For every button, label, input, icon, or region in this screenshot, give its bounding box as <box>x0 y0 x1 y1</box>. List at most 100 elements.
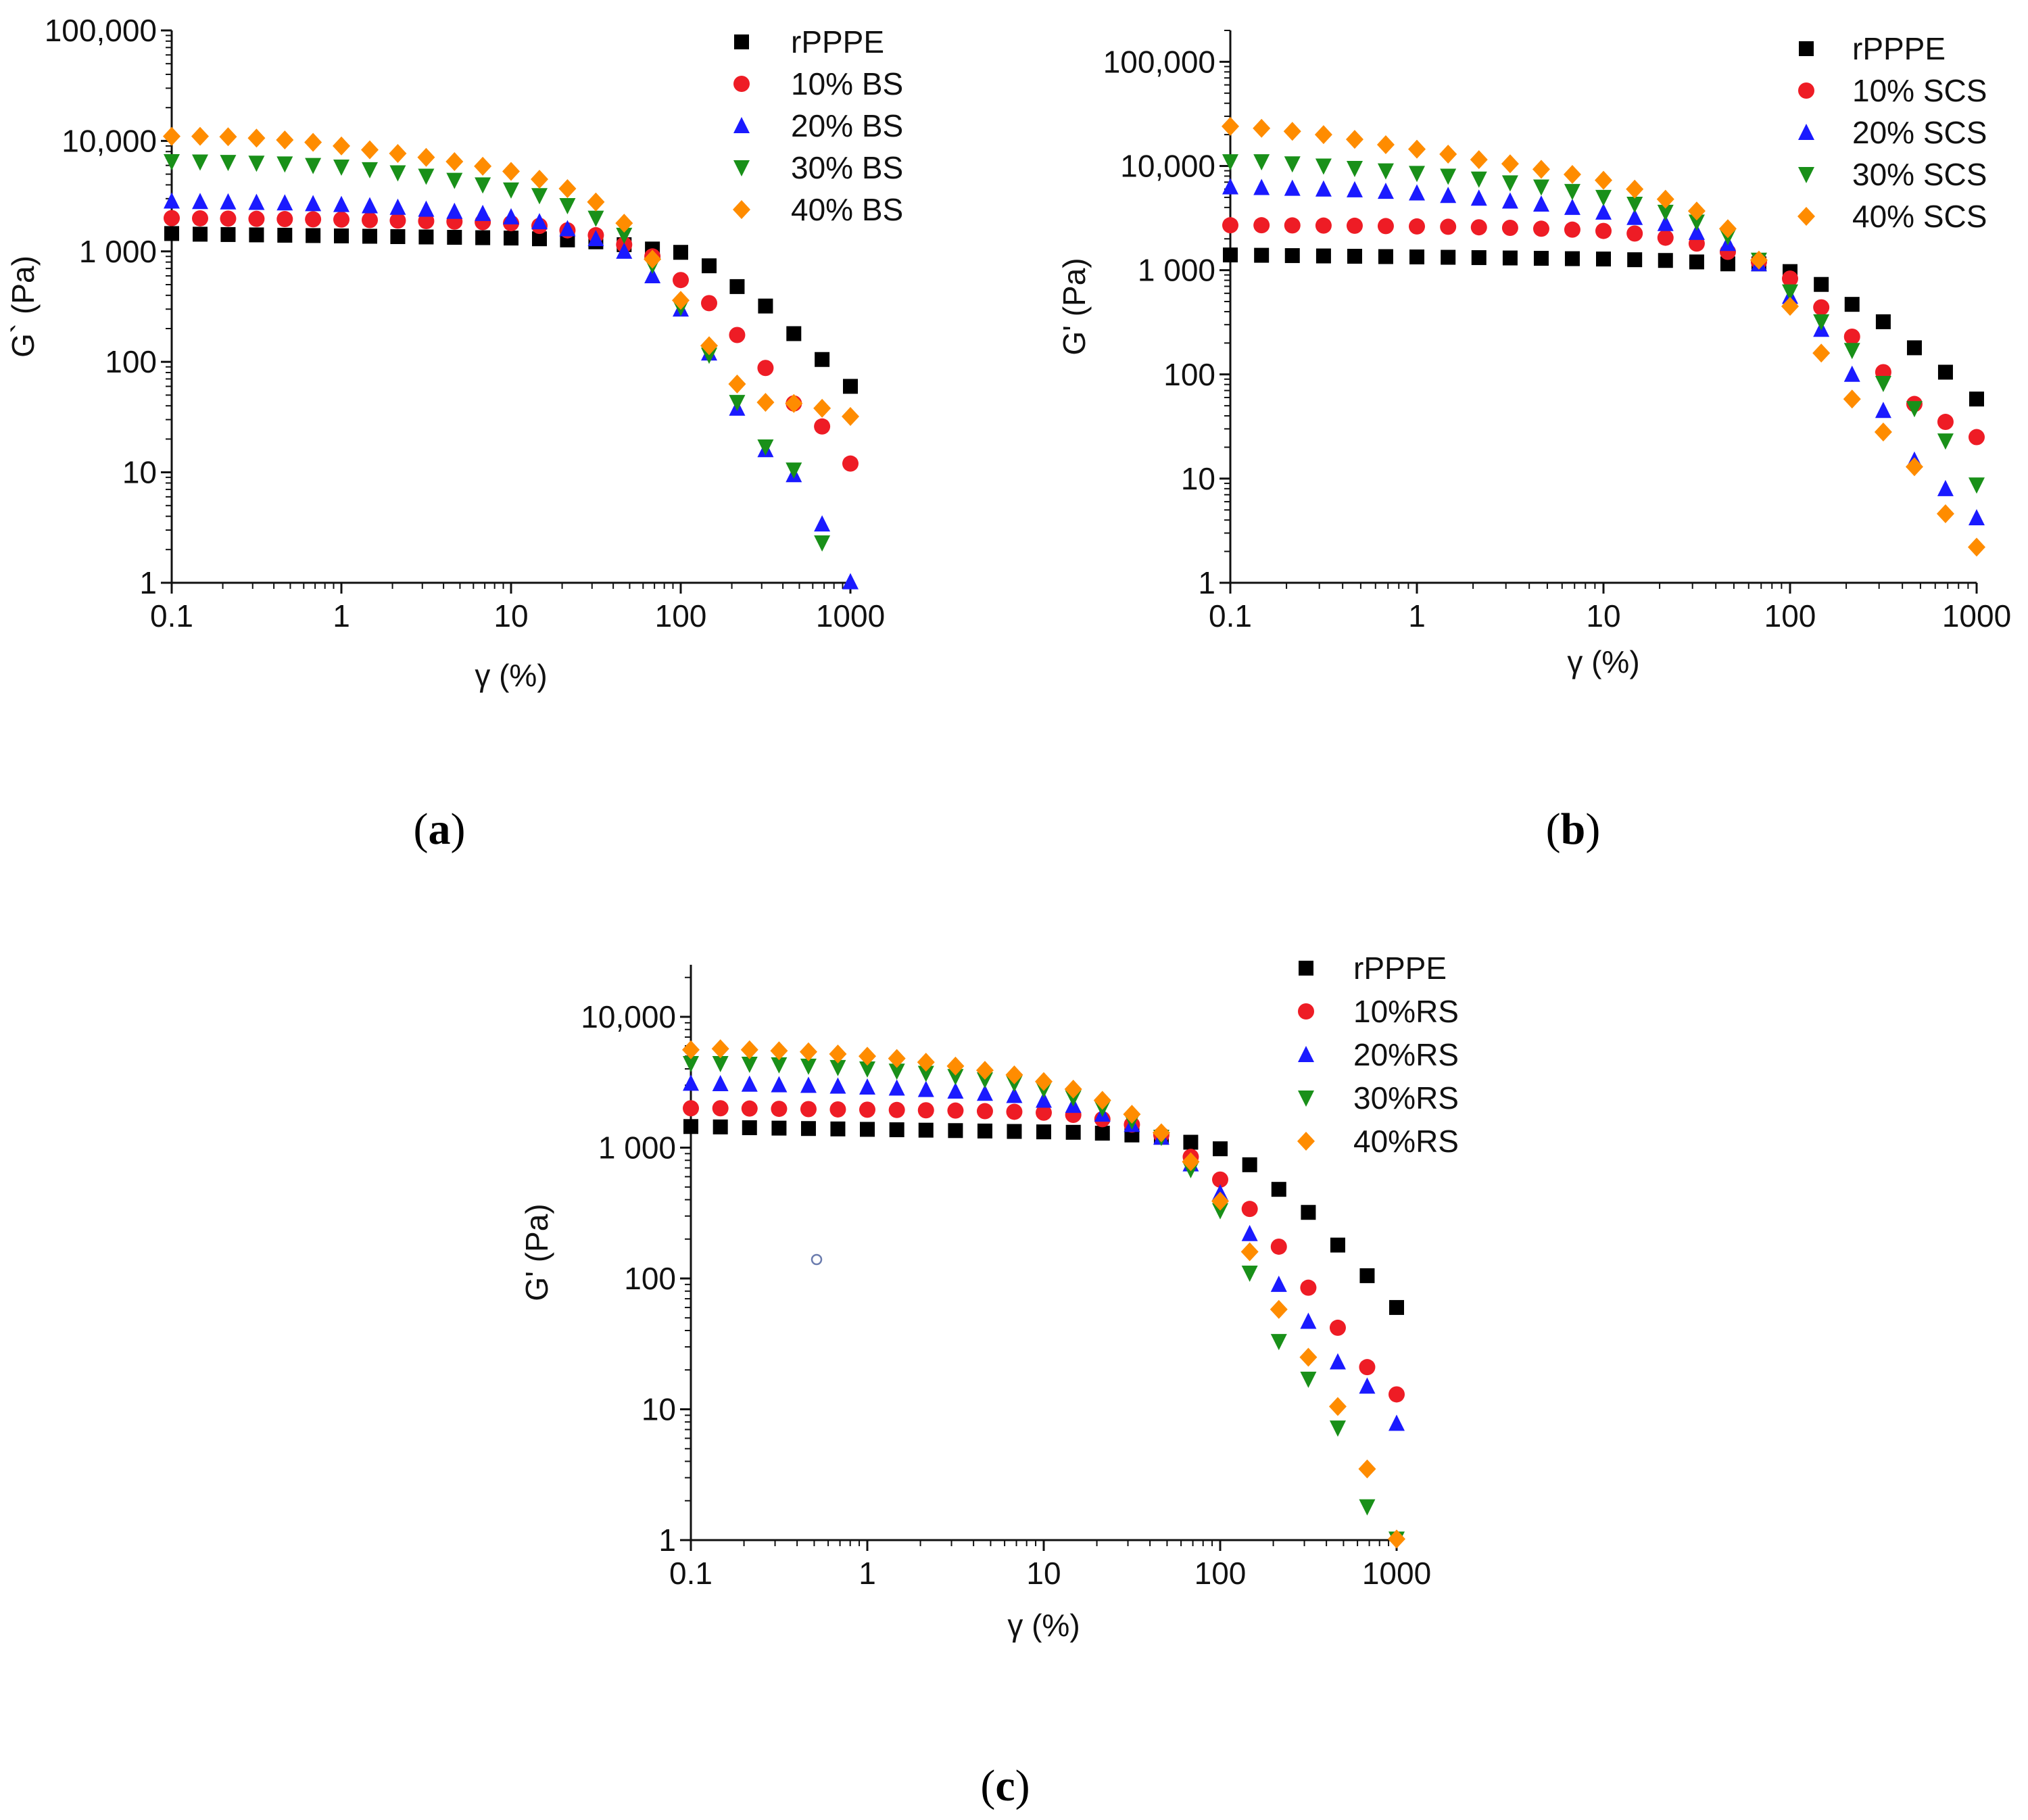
data-point <box>771 1101 788 1118</box>
y-axis-title: G' (Pa) <box>1057 258 1092 355</box>
data-point <box>742 1120 757 1136</box>
legend-marker <box>1298 1003 1314 1020</box>
x-axis-title: γ (%) <box>1567 644 1639 679</box>
series-4 <box>1222 116 1985 557</box>
data-point <box>947 1082 964 1099</box>
x-tick-label: 10 <box>493 598 528 633</box>
data-point <box>1183 1134 1199 1150</box>
data-point <box>786 326 802 341</box>
legend-marker <box>1798 124 1814 140</box>
data-point <box>475 204 491 221</box>
data-point <box>1093 1091 1111 1110</box>
data-point <box>1241 1265 1258 1282</box>
data-point <box>728 374 746 393</box>
data-point <box>814 515 831 532</box>
data-point <box>1094 1126 1110 1141</box>
data-point <box>1595 170 1612 190</box>
data-point <box>1377 183 1394 199</box>
data-point <box>770 1041 788 1061</box>
data-point <box>1532 160 1550 179</box>
data-point <box>683 1100 699 1117</box>
data-point <box>503 208 519 224</box>
data-point <box>558 178 577 198</box>
data-point <box>829 1059 846 1076</box>
data-point <box>1359 1377 1376 1394</box>
data-point <box>1036 1091 1052 1108</box>
data-point <box>1470 219 1487 236</box>
y-tick-label: 10,000 <box>581 999 676 1034</box>
data-point <box>842 455 859 472</box>
data-point <box>1409 184 1425 201</box>
data-point <box>814 535 831 552</box>
data-point <box>1005 1065 1023 1084</box>
legend-label: 10% SCS <box>1852 73 1987 108</box>
legend-marker <box>1799 41 1814 56</box>
data-point <box>1626 208 1643 225</box>
data-point <box>559 220 576 237</box>
data-point <box>1657 229 1674 246</box>
data-point <box>1595 222 1612 239</box>
data-point <box>1408 139 1426 159</box>
data-point <box>417 147 435 167</box>
data-point <box>531 188 548 205</box>
data-point <box>1627 252 1643 268</box>
data-point <box>220 193 237 210</box>
data-point <box>1937 414 1954 431</box>
data-point <box>712 1100 729 1117</box>
data-point <box>1688 223 1705 240</box>
data-point <box>1222 154 1238 171</box>
data-point <box>1300 1312 1317 1329</box>
data-point <box>946 1056 965 1076</box>
data-point <box>700 295 717 312</box>
x-tick-label: 1 <box>1408 598 1426 633</box>
data-point <box>1502 250 1518 266</box>
data-point <box>1242 1157 1257 1172</box>
legend: rPPPE 10%RS 20%RS 30%RS 40%RS <box>1297 951 1459 1159</box>
data-point <box>219 127 237 147</box>
x-tick-label: 1 <box>333 598 350 633</box>
data-point <box>977 1123 992 1139</box>
data-point <box>1346 181 1363 197</box>
data-point <box>474 156 492 176</box>
data-point <box>644 267 661 284</box>
x-tick-label: 100 <box>655 598 707 633</box>
data-point <box>502 162 520 181</box>
data-point <box>1389 1386 1405 1403</box>
data-point <box>1875 314 1891 329</box>
data-point <box>1328 1397 1347 1416</box>
data-point <box>191 126 209 146</box>
data-point <box>164 153 180 170</box>
data-point <box>248 210 265 227</box>
data-point <box>1656 189 1674 209</box>
legend-label: 10%RS <box>1353 994 1459 1029</box>
data-point <box>475 230 491 245</box>
data-point <box>741 1075 758 1092</box>
legend-label: 20% BS <box>791 108 903 143</box>
data-point <box>1813 314 1830 331</box>
x-tick-label: 10 <box>1026 1556 1061 1591</box>
series-2 <box>683 1074 1405 1431</box>
data-point <box>682 1040 700 1059</box>
data-point <box>1626 197 1643 214</box>
data-point <box>1501 219 1518 236</box>
y-tick-label: 10 <box>642 1392 676 1427</box>
data-point <box>740 1040 758 1059</box>
data-point <box>587 192 605 212</box>
y-axis-title: G' (Pa) <box>519 1203 554 1301</box>
legend-marker <box>1299 961 1313 976</box>
data-point <box>843 379 858 394</box>
data-point <box>1284 179 1301 196</box>
data-point <box>756 393 775 412</box>
data-point <box>1346 217 1363 234</box>
data-point <box>1781 297 1799 316</box>
legend-label: 40% BS <box>791 192 903 227</box>
data-point <box>616 227 633 244</box>
data-point <box>1564 198 1580 215</box>
data-point <box>360 140 379 160</box>
x-tick-label: 0.1 <box>150 598 193 633</box>
data-point <box>1315 217 1332 234</box>
data-point <box>813 398 831 418</box>
legend-marker <box>733 117 750 133</box>
